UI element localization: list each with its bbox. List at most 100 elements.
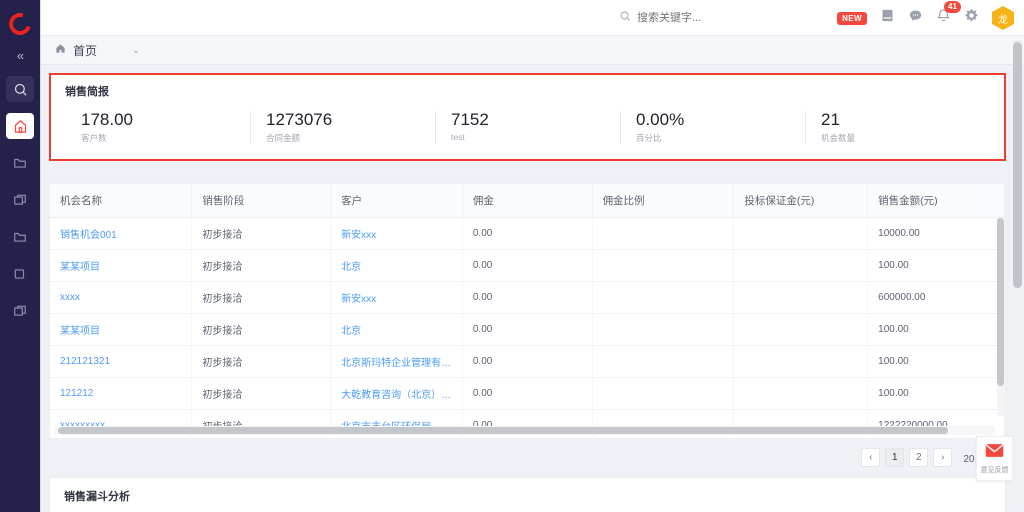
breadcrumb: 首页 ⌄	[41, 36, 1024, 65]
envelope-icon	[985, 443, 1004, 463]
table-row[interactable]: xxxx 初步接洽 新安xxx 0.00 600000.00	[50, 281, 1005, 314]
cell-amount: 100.00	[867, 377, 1005, 410]
cell-commission: 0.00	[462, 377, 593, 410]
copy-icon	[13, 304, 27, 318]
table-row[interactable]: 121212 初步接洽 大乾教育咨询（北京）有限... 0.00 100.00	[50, 377, 1005, 410]
metric-value: 1273076	[266, 110, 333, 129]
cell-customer[interactable]: 北京	[330, 313, 463, 346]
sales-funnel-card: 销售漏斗分析	[49, 477, 1006, 512]
cell-bond	[733, 345, 869, 378]
table-horizontal-scrollbar[interactable]	[54, 426, 995, 435]
column-header-commission[interactable]: 佣金	[462, 184, 593, 218]
cell-name[interactable]: 212121321	[50, 345, 193, 378]
cell-stage: 初步接洽	[191, 249, 332, 282]
cell-commission: 0.00	[462, 217, 593, 250]
sidebar-item-search[interactable]	[6, 76, 34, 102]
column-header-ratio[interactable]: 佣金比例	[592, 184, 735, 218]
cell-amount: 10000.00	[867, 217, 1005, 250]
cell-bond	[733, 249, 869, 282]
sidebar-item-folder-3[interactable]	[6, 224, 34, 250]
table-row[interactable]: xxxxxxxxx 初步接洽 北京市丰台区环保局 0.00 1222220000…	[50, 409, 1005, 442]
pagination-page-2[interactable]: 2	[909, 448, 929, 467]
sidebar-collapse-button[interactable]: «	[16, 48, 24, 63]
cell-name[interactable]: 某某项目	[50, 249, 193, 282]
cell-ratio	[592, 249, 735, 282]
pagination: ‹ 1 2 › 20 条/页	[49, 448, 1006, 467]
search-input[interactable]	[637, 12, 767, 24]
column-header-name[interactable]: 机会名称	[50, 184, 193, 218]
new-badge[interactable]: NEW	[837, 11, 867, 25]
table-vertical-scrollbar[interactable]	[997, 216, 1004, 416]
cell-name[interactable]: 销售机会001	[50, 217, 193, 250]
cell-customer[interactable]: 北京市丰台区环保局	[330, 409, 463, 442]
cell-customer[interactable]: 新安xxx	[330, 281, 463, 314]
cell-stage: 初步接洽	[191, 281, 332, 314]
cell-name[interactable]: xxxx	[50, 281, 193, 314]
folder-icon	[13, 230, 27, 244]
metric-value: 178.00	[81, 110, 133, 129]
cell-customer[interactable]: 大乾教育咨询（北京）有限...	[330, 377, 463, 410]
cell-customer[interactable]: 北京斯玛特企业管理有限公...	[330, 345, 463, 378]
table-row[interactable]: 212121321 初步接洽 北京斯玛特企业管理有限公... 0.00 100.…	[50, 345, 1005, 378]
cell-commission: 0.00	[462, 249, 593, 282]
table-row[interactable]: 某某项目 初步接洽 北京 0.00 100.00	[50, 313, 1005, 346]
sidebar-item-folder-4[interactable]	[6, 261, 34, 287]
cell-bond	[733, 217, 869, 250]
settings-button[interactable]	[964, 8, 979, 28]
home-icon	[13, 119, 28, 134]
column-header-bond[interactable]: 投标保证金(元)	[733, 184, 869, 218]
square-icon	[13, 267, 27, 281]
funnel-title: 销售漏斗分析	[64, 491, 130, 503]
cell-bond	[733, 377, 869, 410]
sidebar-item-home[interactable]	[6, 113, 34, 139]
chevron-down-icon[interactable]: ⌄	[132, 44, 141, 56]
global-search[interactable]	[619, 9, 767, 27]
column-header-amount[interactable]: 销售金额(元)	[867, 184, 1005, 218]
table-header: 机会名称 销售阶段 客户 佣金 佣金比例 投标保证金(元) 销售金额(元)	[50, 184, 1005, 218]
topbar-actions: NEW	[837, 0, 1014, 36]
messages-button[interactable]	[908, 8, 923, 28]
metric-tile: 178.00 客户数	[65, 109, 250, 144]
scrollbar-thumb[interactable]	[997, 218, 1004, 386]
scrollbar-thumb[interactable]	[58, 427, 948, 434]
cell-name[interactable]: xxxxxxxxx	[50, 409, 193, 442]
cell-customer[interactable]: 北京	[330, 249, 463, 282]
metric-label: 合同金额	[266, 133, 301, 144]
sidebar-item-folder-1[interactable]	[6, 150, 34, 176]
metric-label: 机会数量	[821, 133, 856, 144]
cell-amount: 600000.00	[867, 281, 1005, 314]
cell-stage: 初步接洽	[191, 409, 332, 442]
cell-name[interactable]: 121212	[50, 377, 193, 410]
scrollbar-thumb[interactable]	[1013, 42, 1022, 288]
gear-icon	[964, 8, 979, 28]
cell-customer[interactable]: 新安xxx	[330, 217, 463, 250]
feedback-button[interactable]: 意见反馈	[976, 436, 1013, 481]
c-logo-icon[interactable]	[5, 9, 35, 39]
avatar[interactable]: 龙	[992, 6, 1014, 30]
metric-tile: 21 机会数量	[805, 109, 990, 144]
cell-commission: 0.00	[462, 281, 593, 314]
column-header-customer[interactable]: 客户	[330, 184, 463, 218]
pagination-page-1[interactable]: 1	[885, 448, 905, 467]
cell-amount: 100.00	[867, 313, 1005, 346]
cell-bond	[733, 313, 869, 346]
cell-name[interactable]: 某某项目	[50, 313, 193, 346]
column-header-stage[interactable]: 销售阶段	[191, 184, 332, 218]
sidebar-item-folder-2[interactable]	[6, 187, 34, 213]
table-row[interactable]: 销售机会001 初步接洽 新安xxx 0.00 10000.00	[50, 217, 1005, 250]
page-vertical-scrollbar[interactable]	[1013, 40, 1022, 506]
sidebar-item-folder-5[interactable]	[6, 298, 34, 324]
opportunities-table-card: 机会名称 销售阶段 客户 佣金 佣金比例 投标保证金(元) 销售金额(元) 销售…	[49, 183, 1006, 442]
docs-button[interactable]	[880, 8, 895, 28]
table-row[interactable]: 某某项目 初步接洽 北京 0.00 100.00	[50, 249, 1005, 282]
sales-summary-card: 销售简报 178.00 客户数 1273076 合同金额 7152 test	[49, 73, 1006, 161]
breadcrumb-home-label[interactable]: 首页	[73, 43, 98, 58]
folder-icon	[13, 156, 27, 170]
chat-icon	[908, 8, 923, 28]
cell-commission: 0.00	[462, 313, 593, 346]
metric-tile: 7152 test	[435, 109, 620, 144]
pagination-next-button[interactable]: ›	[933, 448, 953, 467]
pagination-prev-button[interactable]: ‹	[861, 448, 881, 467]
notifications-button[interactable]: 41	[936, 1, 961, 28]
